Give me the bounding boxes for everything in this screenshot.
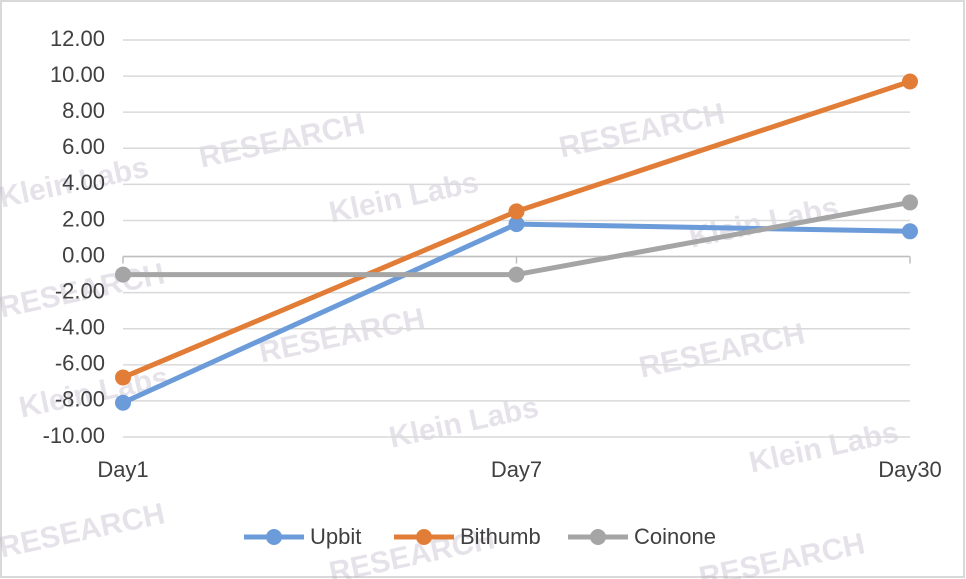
legend-marker [590, 529, 606, 545]
data-point [902, 223, 918, 240]
y-tick-label: 8.00 [62, 98, 105, 123]
legend-label: Coinone [634, 524, 716, 549]
legend-label: Upbit [310, 524, 361, 549]
data-point [508, 203, 525, 220]
y-tick-label: 12.00 [50, 26, 105, 51]
x-tick-label: Day7 [491, 457, 542, 482]
y-tick-label: 10.00 [50, 62, 105, 87]
x-tick-label: Day30 [878, 457, 942, 482]
y-tick-label: 4.00 [62, 170, 105, 195]
plot-area: -10.00 -8.00 -6.00 -4.00 -2.00 0.00 2.00 4.00 6.… [43, 26, 942, 549]
data-point [115, 394, 131, 411]
y-tick-label: -10.00 [43, 423, 105, 448]
data-point [508, 266, 525, 283]
y-tick-label: -6.00 [55, 351, 105, 376]
y-tick-label: 2.00 [62, 206, 105, 231]
legend-marker [266, 529, 282, 545]
data-point [902, 73, 918, 90]
x-tick-label: Day1 [97, 457, 148, 482]
data-point [115, 369, 131, 386]
data-point [902, 194, 918, 211]
y-tick-label: 0.00 [62, 242, 105, 267]
y-tick-label: -8.00 [55, 387, 105, 412]
data-point [508, 216, 525, 233]
legend-label: Bithumb [460, 524, 541, 549]
y-tick-label: -4.00 [55, 315, 105, 340]
y-tick-label: -2.00 [55, 278, 105, 303]
legend-marker [416, 529, 432, 545]
y-tick-label: 6.00 [62, 134, 105, 159]
data-point [115, 266, 131, 283]
